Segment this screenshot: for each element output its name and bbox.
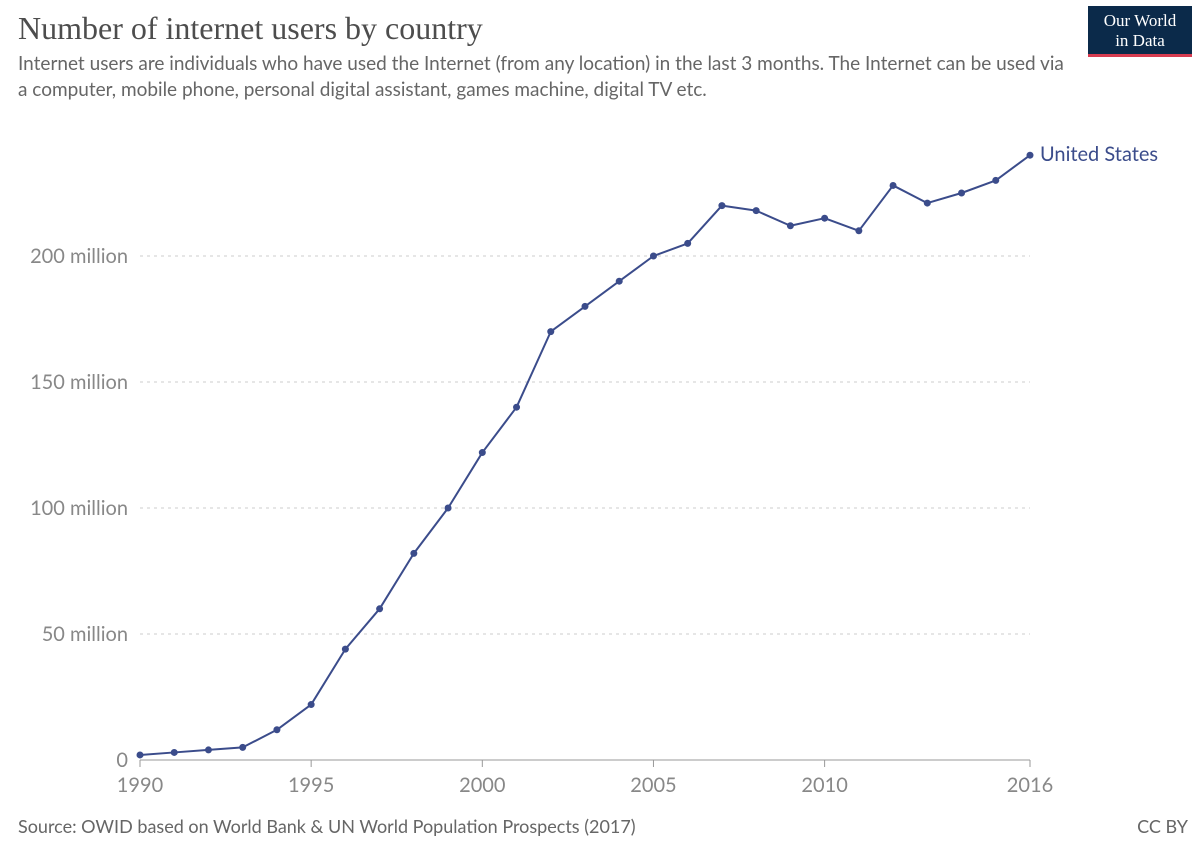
- series-marker: [171, 749, 178, 756]
- series-marker: [137, 751, 144, 758]
- series-marker: [205, 746, 212, 753]
- series-marker: [650, 253, 657, 260]
- series-marker: [890, 182, 897, 189]
- series-label: United States: [1040, 142, 1158, 166]
- x-tick-label: 2000: [459, 773, 505, 797]
- series-marker: [239, 744, 246, 751]
- chart-svg: 0 50 million 100 million 150 million 200 mil…: [0, 120, 1200, 800]
- logo-line1: Our World: [1104, 11, 1176, 30]
- series-marker: [410, 550, 417, 557]
- series-marker: [753, 207, 760, 214]
- logo-line2: in Data: [1115, 31, 1165, 50]
- series-marker: [718, 202, 725, 209]
- series-marker: [582, 303, 589, 310]
- x-tick-label: 1995: [288, 773, 334, 797]
- series-marker: [958, 190, 965, 197]
- series-marker: [924, 200, 931, 207]
- x-tick-label: 2005: [630, 773, 676, 797]
- series-line: [140, 155, 1030, 755]
- x-tick-label: 2016: [1007, 773, 1053, 797]
- source-text: Source: OWID based on World Bank & UN Wo…: [18, 815, 636, 837]
- header: Number of internet users by country Inte…: [18, 10, 1080, 102]
- chart-subtitle: Internet users are individuals who have …: [18, 51, 1078, 102]
- series-marker: [992, 177, 999, 184]
- series-marker: [273, 726, 280, 733]
- series-marker: [855, 227, 862, 234]
- chart-container: Number of internet users by country Inte…: [0, 0, 1200, 847]
- series-marker: [308, 701, 315, 708]
- y-tick-label: 50 million: [42, 622, 128, 646]
- chart-plot-area: 0 50 million 100 million 150 million 200 mil…: [0, 120, 1200, 800]
- series-marker: [1027, 152, 1034, 159]
- y-tick-label: 200 million: [30, 244, 128, 268]
- series-marker: [513, 404, 520, 411]
- y-tick-label: 100 million: [30, 496, 128, 520]
- series-marker: [684, 240, 691, 247]
- y-tick-label: 150 million: [30, 370, 128, 394]
- chart-title: Number of internet users by country: [18, 10, 1080, 47]
- owid-logo: Our World in Data: [1088, 6, 1192, 57]
- x-tick-label: 2010: [801, 773, 847, 797]
- series-marker: [342, 646, 349, 653]
- footer: Source: OWID based on World Bank & UN Wo…: [18, 815, 1188, 837]
- series-marker: [547, 328, 554, 335]
- series-marker: [787, 222, 794, 229]
- x-tick-label: 1990: [117, 773, 163, 797]
- series-marker: [821, 215, 828, 222]
- series-marker: [445, 505, 452, 512]
- series-marker: [616, 278, 623, 285]
- series-marker: [376, 605, 383, 612]
- license-text: CC BY: [1137, 815, 1188, 837]
- series-marker: [479, 449, 486, 456]
- y-tick-label: 0: [116, 748, 128, 772]
